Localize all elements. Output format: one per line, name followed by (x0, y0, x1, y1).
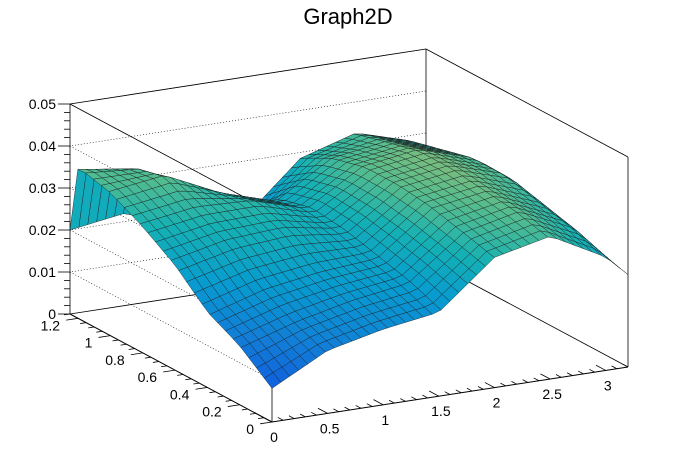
y-tick-minor (257, 417, 264, 419)
x-tick-label: 0.5 (320, 420, 340, 436)
x-tick-minor (477, 386, 484, 390)
y-tick-label: 1 (85, 335, 93, 351)
y-tick-minor (193, 382, 200, 385)
y-tick-minor (88, 326, 95, 329)
x-tick-minor (500, 382, 506, 387)
x-tick-minor (388, 399, 395, 404)
y-tick-label: 0.2 (202, 404, 222, 420)
y-tick-major (195, 387, 208, 390)
x-tick-major (317, 407, 328, 414)
y-tick-minor (225, 400, 232, 402)
y-tick-major (227, 404, 240, 407)
z-tick-label: 0.03 (29, 180, 56, 196)
x-tick-major (428, 390, 440, 397)
y-axis-line (69, 313, 273, 423)
box-edge (425, 48, 629, 158)
surface-cell (611, 260, 629, 275)
y-tick-minor (120, 343, 127, 346)
x-tick-minor (333, 408, 339, 413)
y-tick-major (260, 421, 273, 425)
x-tick-minor (277, 417, 284, 421)
y-tick-major (130, 352, 143, 356)
x-tick-major (540, 373, 551, 380)
x-tick-minor (566, 372, 573, 376)
x-tick-label: 3 (604, 377, 612, 393)
chart-title: Graph2D (303, 4, 392, 29)
y-tick-minor (128, 348, 135, 350)
z-tick-label: 0.02 (29, 222, 56, 238)
x-tick-minor (299, 413, 306, 418)
x-tick-label: 2.5 (542, 386, 562, 402)
y-tick-minor (249, 412, 256, 415)
axis-ticks: 00.511.522.5300.20.40.60.811.200.010.020… (29, 96, 629, 445)
x-tick-minor (533, 377, 540, 382)
x-tick-minor (288, 415, 295, 419)
z-tick-label: 0.05 (29, 96, 56, 112)
x-tick-major (595, 364, 606, 371)
x-tick-minor (589, 368, 595, 373)
y-tick-minor (112, 339, 119, 342)
y-tick-minor (144, 356, 151, 359)
x-tick-minor (611, 365, 618, 370)
y-tick-minor (80, 322, 87, 324)
y-tick-label: 1.2 (41, 317, 61, 333)
x-tick-minor (511, 381, 517, 385)
y-tick-minor (96, 330, 103, 333)
x-tick-major (484, 382, 495, 388)
x-tick-minor (555, 374, 562, 378)
z-tick-label: 0.04 (29, 138, 56, 154)
y-tick-major (66, 317, 79, 321)
surface-mesh (69, 133, 629, 389)
y-tick-label: 0.8 (105, 352, 125, 368)
x-tick-label: 1 (381, 412, 389, 428)
x-tick-minor (522, 379, 529, 383)
z-tick-label: 0 (48, 306, 56, 322)
x-tick-minor (344, 406, 351, 411)
x-tick-label: 1.5 (431, 403, 451, 419)
y-tick-label: 0 (246, 421, 254, 437)
x-tick-minor (422, 394, 428, 399)
x-tick-minor (622, 363, 629, 368)
x-tick-minor (444, 391, 451, 395)
y-tick-major (98, 335, 111, 338)
y-tick-minor (217, 395, 224, 398)
y-tick-minor (152, 361, 159, 363)
y-tick-label: 0.4 (170, 386, 190, 402)
y-tick-label: 0.6 (138, 369, 158, 385)
y-tick-minor (160, 365, 168, 368)
x-tick-minor (455, 389, 462, 394)
x-tick-label: 0 (270, 429, 278, 445)
x-tick-minor (411, 396, 417, 401)
x-tick-minor (311, 411, 317, 416)
y-tick-minor (209, 391, 216, 394)
y-tick-minor (185, 378, 192, 381)
x-tick-minor (355, 405, 362, 409)
x-tick-major (373, 399, 384, 406)
x-tick-minor (466, 387, 473, 392)
y-tick-minor (241, 408, 248, 411)
box-edge (69, 48, 427, 105)
y-tick-minor (177, 374, 184, 376)
y-tick-major (163, 369, 176, 373)
x-tick-label: 2 (493, 395, 501, 411)
z-tick-label: 0.01 (29, 264, 56, 280)
surface-cell (593, 248, 611, 261)
x-tick-minor (400, 398, 406, 402)
x-tick-minor (578, 370, 584, 375)
x-tick-minor (366, 403, 373, 407)
